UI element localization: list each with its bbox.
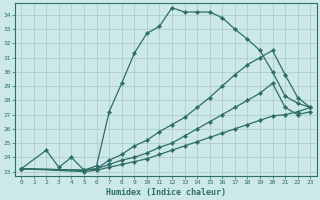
X-axis label: Humidex (Indice chaleur): Humidex (Indice chaleur) bbox=[106, 188, 226, 197]
